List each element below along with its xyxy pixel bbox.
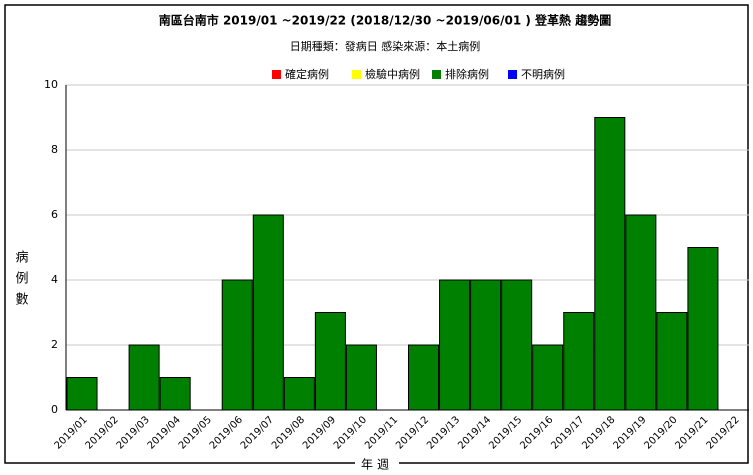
y-axis-label: 病例數: [13, 250, 29, 313]
bar: [221, 279, 253, 411]
chart-title: 南區台南市 2019/01 ~2019/22 (2018/12/30 ~2019…: [159, 13, 611, 28]
bar: [563, 312, 595, 411]
legend-label: 排除病例: [445, 67, 489, 81]
bar: [408, 344, 440, 411]
bar: [66, 377, 98, 411]
bar: [128, 344, 160, 411]
legend-label: 檢驗中病例: [365, 67, 420, 81]
x-label-bg: [355, 457, 399, 471]
bar: [252, 214, 284, 411]
bar: [501, 279, 533, 411]
y-tick-label: 0: [51, 403, 58, 416]
bar: [656, 312, 688, 411]
bar: [687, 247, 719, 411]
bar: [439, 279, 471, 411]
bar: [159, 377, 191, 411]
bar: [345, 344, 377, 411]
legend-label: 不明病例: [521, 67, 565, 81]
chart-subtitle: 日期種類：發病日 感染來源：本土病例: [290, 39, 481, 53]
bar: [532, 344, 564, 411]
legend-label: 確定病例: [285, 67, 329, 81]
legend-swatch: [508, 70, 517, 79]
x-axis-label: 年週: [361, 458, 393, 472]
legend-swatch: [352, 70, 361, 79]
bar: [625, 214, 657, 411]
y-tick-label: 2: [51, 338, 58, 351]
legend-swatch: [272, 70, 281, 79]
bar: [283, 377, 315, 411]
y-tick-label: 4: [51, 273, 58, 286]
bar: [594, 117, 626, 411]
y-tick-label: 6: [51, 208, 58, 221]
legend-swatch: [432, 70, 441, 79]
y-tick-label: 8: [51, 143, 58, 156]
bar: [314, 312, 346, 411]
bar: [470, 279, 502, 411]
y-tick-label: 10: [44, 78, 58, 91]
